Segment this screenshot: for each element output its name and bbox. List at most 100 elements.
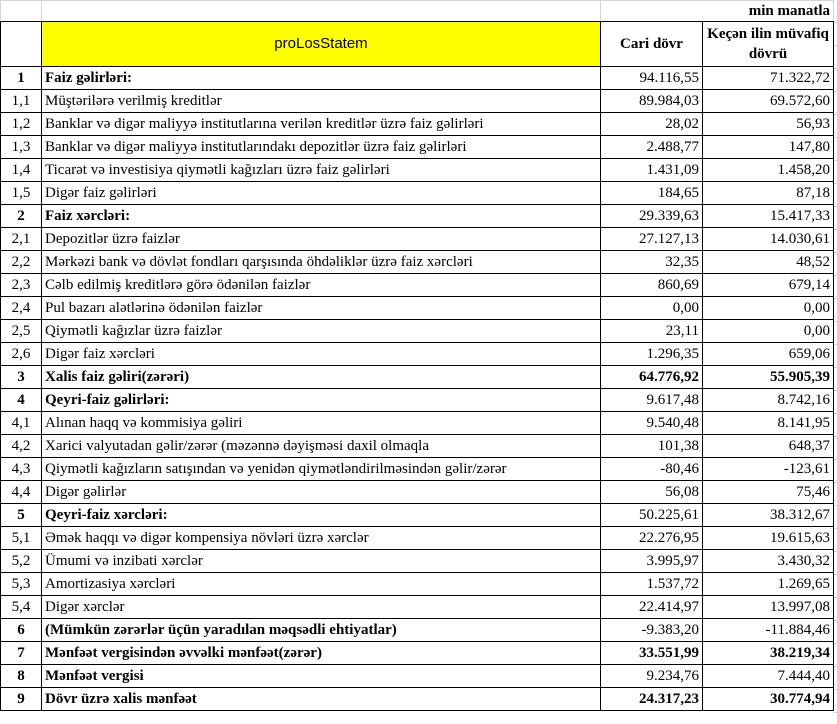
current-period-value: 184,65	[600, 181, 703, 205]
previous-period-value: 7.444,40	[702, 664, 834, 688]
table-row: 2,5 Qiymətli kağızlar üzrə faizlər 23,11 0,…	[0, 319, 834, 343]
current-period-value: 1.537,72	[600, 572, 703, 596]
previous-period-value: 0,00	[702, 296, 834, 320]
row-number: 5,4	[0, 595, 42, 619]
row-label: Digər faiz gəlirləri	[41, 181, 601, 205]
table-row: 3 Xalis faiz gəliri(zərəri) 64.776,92 55.90…	[0, 365, 834, 389]
previous-period-value: 38.312,67	[702, 503, 834, 527]
row-label: Müştərilərə verilmiş kreditlər	[41, 89, 601, 113]
row-label: Qiymətli kağızların satışından və yenidə…	[41, 457, 601, 481]
current-period-value: 32,35	[600, 250, 703, 274]
current-period-value: 94.116,55	[600, 66, 703, 90]
table-row: 4 Qeyri-faiz gəlirləri: 9.617,48 8.742,16	[0, 388, 834, 412]
previous-period-value: 15.417,33	[702, 204, 834, 228]
row-label: Alınan haqq və kommisiya gəliri	[41, 411, 601, 435]
table-row: 2,2 Mərkəzi bank və dövlət fondları qarşı…	[0, 250, 834, 274]
table-row: 4,2 Xarici valyutadan gəlir/zərər (məzənn…	[0, 434, 834, 458]
previous-period-value: 1.458,20	[702, 158, 834, 182]
row-label: Mərkəzi bank və dövlət fondları qarşısın…	[41, 250, 601, 274]
table-row: 1,1 Müştərilərə verilmiş kreditlər 89.984,…	[0, 89, 834, 113]
previous-period-value: 1.269,65	[702, 572, 834, 596]
row-label: Xarici valyutadan gəlir/zərər (məzənnə d…	[41, 434, 601, 458]
row-label: Amortizasiya xərcləri	[41, 572, 601, 596]
income-statement-table: min manatla proLosStatem Cari dövr Keçən…	[0, 0, 834, 711]
table-row: 2,4 Pul bazarı alətlərinə ödənilən faizlə…	[0, 296, 834, 320]
empty-cell	[41, 0, 601, 22]
previous-period-value: 75,46	[702, 480, 834, 504]
table-row: 1,4 Ticarət və investisiya qiymətli kağız…	[0, 158, 834, 182]
table-row: 5,1 Əmək haqqı və digər kompensiya növlər…	[0, 526, 834, 550]
current-period-value: 22.276,95	[600, 526, 703, 550]
empty-cell	[0, 0, 42, 22]
previous-period-value: -11.884,46	[702, 618, 834, 642]
current-period-value: -80,46	[600, 457, 703, 481]
row-label: Faiz gəlirləri:	[41, 66, 601, 90]
table-row: 2,3 Cəlb edilmiş kreditlərə görə ödənilən…	[0, 273, 834, 297]
table-row: 2,6 Digər faiz xərcləri 1.296,35 659,06	[0, 342, 834, 366]
row-number: 9	[0, 687, 42, 711]
table-row: 7 Mənfəət vergisindən əvvəlki mənfəət(zər…	[0, 641, 834, 665]
current-period-value: -9.383,20	[600, 618, 703, 642]
row-label: (Mümkün zərərlər üçün yaradılan məqsədli…	[41, 618, 601, 642]
previous-period-value: 30.774,94	[702, 687, 834, 711]
row-number: 4,2	[0, 434, 42, 458]
previous-period-value: 3.430,32	[702, 549, 834, 573]
column-header-current: Cari dövr	[600, 21, 703, 67]
previous-period-value: 0,00	[702, 319, 834, 343]
row-number: 5,1	[0, 526, 42, 550]
previous-period-value: 8.141,95	[702, 411, 834, 435]
empty-cell	[0, 21, 42, 67]
row-number: 4,1	[0, 411, 42, 435]
row-label: Banklar və digər maliyyə institutlarında…	[41, 135, 601, 159]
current-period-value: 22.414,97	[600, 595, 703, 619]
table-row: 9 Dövr üzrə xalis mənfəət 24.317,23 30.774,…	[0, 687, 834, 711]
table-row: 5,2 Ümumi və inzibati xərclər 3.995,97 3.43…	[0, 549, 834, 573]
row-number: 2,6	[0, 342, 42, 366]
row-number: 1,3	[0, 135, 42, 159]
current-period-value: 89.984,03	[600, 89, 703, 113]
current-period-value: 9.540,48	[600, 411, 703, 435]
previous-period-value: 147,80	[702, 135, 834, 159]
header-row: proLosStatem Cari dövr Keçən ilin müvafi…	[0, 21, 834, 67]
row-number: 7	[0, 641, 42, 665]
row-label: Dövr üzrə xalis mənfəət	[41, 687, 601, 711]
unit-row: min manatla	[0, 0, 834, 22]
row-number: 1,5	[0, 181, 42, 205]
row-label: Qeyri-faiz gəlirləri:	[41, 388, 601, 412]
row-label: Depozitlər üzrə faizlər	[41, 227, 601, 251]
row-number: 2	[0, 204, 42, 228]
table-row: 5,4 Digər xərclər 22.414,97 13.997,08	[0, 595, 834, 619]
previous-period-value: 48,52	[702, 250, 834, 274]
row-number: 1,2	[0, 112, 42, 136]
current-period-value: 33.551,99	[600, 641, 703, 665]
table-row: 2 Faiz xərcləri: 29.339,63 15.417,33	[0, 204, 834, 228]
previous-period-value: 56,93	[702, 112, 834, 136]
table-row: 6 (Mümkün zərərlər üçün yaradılan məqsədl…	[0, 618, 834, 642]
table-row: 5,3 Amortizasiya xərcləri 1.537,72 1.269,65	[0, 572, 834, 596]
row-number: 2,5	[0, 319, 42, 343]
row-label: Ümumi və inzibati xərclər	[41, 549, 601, 573]
row-number: 4	[0, 388, 42, 412]
previous-period-value: 69.572,60	[702, 89, 834, 113]
current-period-value: 2.488,77	[600, 135, 703, 159]
current-period-value: 56,08	[600, 480, 703, 504]
previous-period-value: -123,61	[702, 457, 834, 481]
row-number: 4,3	[0, 457, 42, 481]
row-label: Digər faiz xərcləri	[41, 342, 601, 366]
row-number: 2,2	[0, 250, 42, 274]
row-label: Mənfəət vergisi	[41, 664, 601, 688]
row-label: Qiymətli kağızlar üzrə faizlər	[41, 319, 601, 343]
row-number: 8	[0, 664, 42, 688]
column-header-previous: Keçən ilin müvafiq dövrü	[702, 21, 834, 67]
row-number: 5,2	[0, 549, 42, 573]
table-row: 1,5 Digər faiz gəlirləri 184,65 87,18	[0, 181, 834, 205]
sheet-gridlines	[833, 0, 837, 724]
previous-period-value: 19.615,63	[702, 526, 834, 550]
current-period-value: 860,69	[600, 273, 703, 297]
current-period-value: 9.234,76	[600, 664, 703, 688]
current-period-value: 64.776,92	[600, 365, 703, 389]
row-label: Ticarət və investisiya qiymətli kağızlar…	[41, 158, 601, 182]
current-period-value: 3.995,97	[600, 549, 703, 573]
row-label: Cəlb edilmiş kreditlərə görə ödənilən fa…	[41, 273, 601, 297]
row-number: 6	[0, 618, 42, 642]
